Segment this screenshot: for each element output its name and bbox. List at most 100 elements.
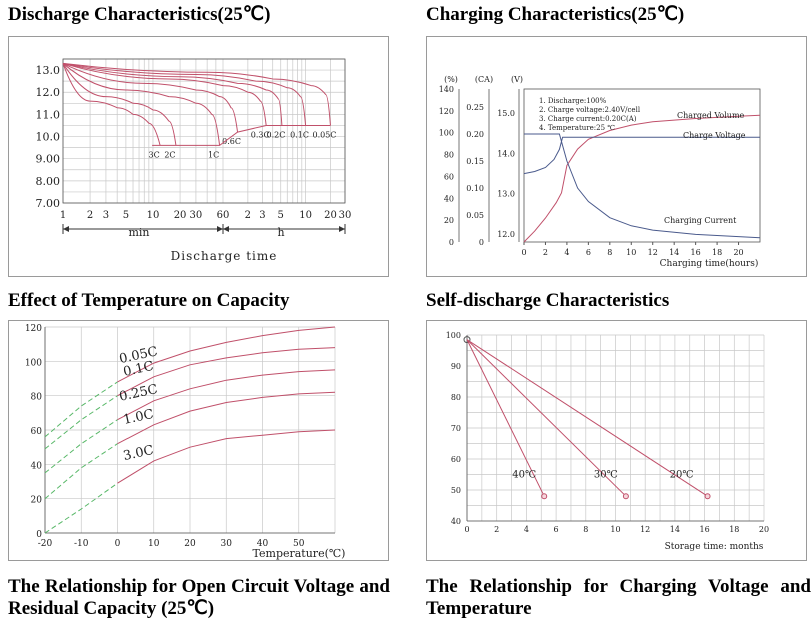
x-tick-label: 20 bbox=[759, 525, 769, 534]
charging-note: 2. Charge voltage:2.40V/cell bbox=[539, 106, 641, 114]
y-tick-label: 40 bbox=[451, 517, 461, 526]
series-label: 40℃ bbox=[512, 470, 536, 481]
x-tick-label: 0 bbox=[521, 248, 526, 257]
selfdischarge-chart-panel: 40 50 60 70 80 90 100 0 2 4 6 8 10 12 14 16 18 20 40℃ 30℃ 2… bbox=[426, 320, 807, 561]
discharge-curve bbox=[62, 62, 331, 126]
y-tick-label: 80 bbox=[31, 393, 43, 403]
y-tick-label: 70 bbox=[451, 424, 461, 433]
charging-curve bbox=[523, 114, 761, 243]
end-point bbox=[704, 493, 711, 500]
x-tick-label: 12 bbox=[640, 525, 650, 534]
series-label: 20℃ bbox=[670, 470, 694, 481]
percent-tick-label: 0 bbox=[449, 238, 454, 247]
y-tick-label: 8.00 bbox=[36, 175, 61, 188]
temperature-heading: Effect of Temperature on Capacity bbox=[8, 290, 290, 311]
series-label: 0.3C bbox=[251, 130, 270, 139]
x-tick-label: 50 bbox=[293, 539, 305, 549]
x-tick-label: 0 bbox=[464, 525, 469, 534]
x-tick-label: 4 bbox=[524, 525, 529, 534]
plot-frame bbox=[62, 58, 346, 204]
y-tick-label: 60 bbox=[31, 427, 43, 437]
x-tick-label: 20 bbox=[733, 248, 743, 257]
legend-charge-voltage: Charge Voltage bbox=[683, 131, 746, 140]
ca-tick-label: 0 bbox=[479, 238, 484, 247]
series-label: 1C bbox=[208, 150, 219, 159]
charging-note: 1. Discharge:100% bbox=[539, 97, 607, 105]
charging-note: 4. Temperature:25 ℃ bbox=[539, 124, 615, 132]
percent-tick-label: 80 bbox=[444, 151, 454, 160]
charging-voltage-heading: The Relationship for Charging Voltage an… bbox=[426, 576, 811, 619]
x-tick-label: 6 bbox=[554, 525, 559, 534]
charging-curve bbox=[524, 133, 761, 239]
x-tick-label: 18 bbox=[712, 248, 722, 257]
v-tick-label: 13.0 bbox=[497, 190, 515, 199]
x-tick-label: 18 bbox=[729, 525, 739, 534]
charging-xlabel: Charging time(hours) bbox=[660, 258, 759, 269]
y-tick-label: 120 bbox=[25, 324, 42, 334]
x-tick-label: 30 bbox=[339, 210, 352, 221]
capacity-curve bbox=[117, 347, 336, 397]
percent-tick-label: 60 bbox=[444, 172, 454, 181]
x-tick-label: 16 bbox=[700, 525, 710, 534]
capacity-curve bbox=[117, 391, 336, 445]
x-tick-label: 12 bbox=[648, 248, 658, 257]
series-label: 3.0C bbox=[122, 443, 155, 464]
x-tick-label: 1 bbox=[60, 210, 66, 221]
cutoff-line bbox=[152, 124, 331, 146]
ca-tick-label: 0.05 bbox=[466, 211, 484, 220]
discharge-curve bbox=[62, 63, 221, 146]
x-tick-label: 14 bbox=[670, 525, 680, 534]
end-point bbox=[541, 493, 548, 500]
series-label: 0.2C bbox=[266, 130, 285, 139]
discharge-chart-panel: 13.0 12.0 11.0 10.0 9.00 8.00 7.00 1 2 3 5 10 20 30 60… bbox=[8, 36, 389, 277]
charging-curve bbox=[523, 136, 760, 175]
capacity-curve bbox=[117, 369, 336, 421]
series-label: 1.0C bbox=[122, 407, 155, 428]
ca-tick-label: 0.25 bbox=[466, 103, 484, 112]
series-label: 0.05C bbox=[312, 130, 336, 139]
x-tick-label: 40 bbox=[257, 539, 269, 549]
y-tick-label: 11.0 bbox=[36, 108, 61, 121]
x-tick-label: 20 bbox=[324, 210, 337, 221]
percent-tick-label: 120 bbox=[439, 107, 454, 116]
capacity-curve-extrapolated bbox=[44, 482, 118, 534]
x-tick-label: 8 bbox=[607, 248, 612, 257]
percent-tick-label: 100 bbox=[439, 129, 454, 138]
y-tick-label: 13.0 bbox=[36, 64, 61, 77]
series-label: 2C bbox=[164, 150, 175, 159]
selfdischarge-line bbox=[466, 339, 627, 497]
x-tick-label: 6 bbox=[586, 248, 591, 257]
x-tick-label: 10 bbox=[148, 539, 160, 549]
percent-tick-label: 40 bbox=[444, 194, 454, 203]
x-tick-label: 4 bbox=[564, 248, 569, 257]
x-tick-label: 16 bbox=[691, 248, 701, 257]
x-tick-label: 3 bbox=[103, 210, 109, 221]
discharge-chart: 13.012.011.010.09.008.007.001 2 3 5 10 20 30 60… bbox=[36, 58, 352, 263]
v-tick-label: 14.0 bbox=[497, 149, 515, 158]
capacity-curve bbox=[117, 429, 336, 484]
legend-charging-current: Charging Current bbox=[664, 216, 737, 225]
discharge-curve bbox=[62, 63, 177, 146]
x-tick-label: 60 bbox=[217, 210, 230, 221]
x-tick-label: 30 bbox=[190, 210, 203, 221]
selfdischarge-xlabel: Storage time: months bbox=[665, 542, 764, 552]
y-tick-label: 0 bbox=[36, 530, 42, 540]
ca-tick-label: 0.10 bbox=[466, 184, 484, 193]
x-tick-label: 3 bbox=[259, 210, 265, 221]
series-label: 0.6C bbox=[222, 137, 241, 146]
y-tick-label: 100 bbox=[25, 358, 42, 368]
scale-group-min: min bbox=[128, 226, 149, 239]
series-label: 30℃ bbox=[594, 470, 618, 481]
y-tick-label: 50 bbox=[451, 486, 461, 495]
discharge-xlabel: Discharge time bbox=[171, 249, 278, 263]
x-tick-label: -20 bbox=[38, 539, 53, 549]
capacity-curve-extrapolated bbox=[44, 443, 118, 500]
discharge-curve bbox=[62, 62, 267, 126]
selfdischarge-line bbox=[466, 339, 708, 497]
x-tick-label: 20 bbox=[184, 539, 196, 549]
v-tick-label: 12.0 bbox=[497, 230, 515, 239]
end-point bbox=[622, 493, 629, 500]
y-tick-label: 12.0 bbox=[36, 86, 61, 99]
x-tick-label: 2 bbox=[494, 525, 499, 534]
temperature-chart-panel: 0 20 40 60 80 100 120 -20 -10 0 10 20 30 40 50 0.05C 0.… bbox=[8, 320, 389, 561]
